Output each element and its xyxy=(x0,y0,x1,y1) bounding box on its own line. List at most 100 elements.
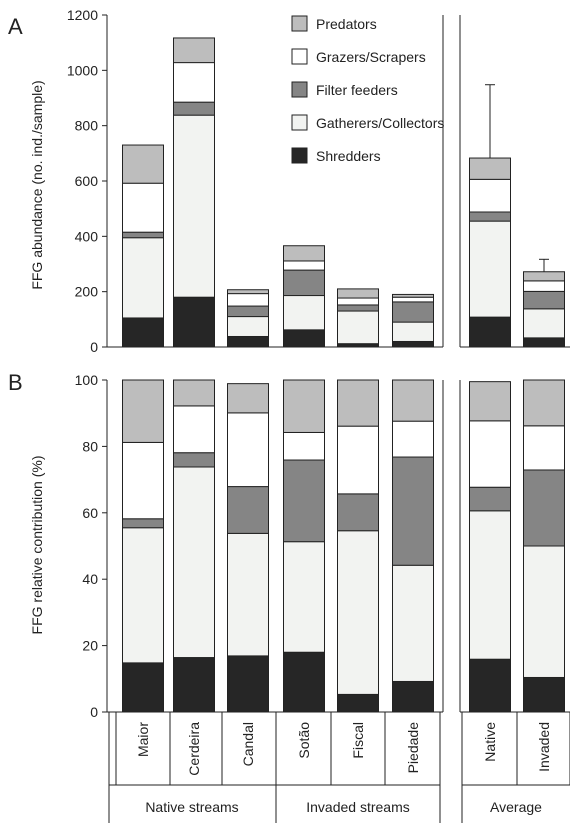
bar-b-candal-grazers-scrapers xyxy=(227,412,269,488)
bar-a-candal-predators xyxy=(227,289,269,295)
bar-b-cerdeira-filter-feeders xyxy=(173,452,215,468)
category-label-maior: Maior xyxy=(135,722,151,757)
bar-b-sot-o-gatherers-collectors xyxy=(283,541,325,653)
bar-b-fiscal-shredders xyxy=(337,693,379,713)
y-tick-label-b: 100 xyxy=(75,372,99,388)
bar-b-sot-o-predators xyxy=(283,379,325,433)
bar-a-piedade-shredders xyxy=(392,340,434,348)
bar-b-native-filter-feeders xyxy=(469,486,511,512)
legend-swatch-gatherers-collectors xyxy=(291,114,308,131)
bar-a-fiscal-predators xyxy=(337,288,379,299)
bar-b-sot-o-shredders xyxy=(283,651,325,713)
bar-a-invaded-predators xyxy=(523,271,565,282)
y-tick-label-a: 400 xyxy=(75,228,99,244)
bar-a-cerdeira-gatherers-collectors xyxy=(173,114,215,298)
legend-swatch-shredders xyxy=(291,147,308,164)
panel-a-plot: 0 200 400 600 800 1000 1200 xyxy=(67,7,570,355)
y-axis-label-a: FFG abundance (no. ind./sample) xyxy=(29,80,45,289)
legend-label-filter-feeders: Filter feeders xyxy=(316,82,398,98)
bar-b-sot-o-filter-feeders xyxy=(283,459,325,543)
bar-b-fiscal-grazers-scrapers xyxy=(337,425,379,495)
y-tick-label-a: 1200 xyxy=(67,7,98,23)
bar-a-native-filter-feeders xyxy=(469,211,511,222)
bar-a-invaded-shredders xyxy=(523,337,565,348)
bar-a-native-predators xyxy=(469,157,511,180)
bar-a-fiscal-gatherers-collectors xyxy=(337,310,379,345)
bar-b-native-grazers-scrapers xyxy=(469,420,511,488)
bar-a-fiscal-grazers-scrapers xyxy=(337,297,379,306)
bar-b-cerdeira-gatherers-collectors xyxy=(173,466,215,659)
bar-a-candal-gatherers-collectors xyxy=(227,316,269,337)
category-label-native: Native xyxy=(482,722,498,762)
bar-b-sot-o-grazers-scrapers xyxy=(283,431,325,461)
y-tick-label-a: 0 xyxy=(90,339,98,355)
category-label-invaded: Invaded xyxy=(536,722,552,772)
legend-swatch-predators xyxy=(291,15,308,32)
bar-a-invaded-grazers-scrapers xyxy=(523,280,565,292)
y-axis-label-b: FFG relative contribution (%) xyxy=(29,456,45,635)
bar-b-candal-filter-feeders xyxy=(227,486,269,534)
bar-b-candal-predators xyxy=(227,383,269,414)
group-label-native-streams: Native streams xyxy=(145,799,238,815)
bar-a-cerdeira-shredders xyxy=(173,296,215,348)
bar-b-fiscal-predators xyxy=(337,379,379,427)
category-label-fiscal: Fiscal xyxy=(350,722,366,759)
y-tick-label-b: 60 xyxy=(82,505,98,521)
legend-label-grazers-scrapers: Grazers/Scrapers xyxy=(316,49,426,65)
bar-a-maior-gatherers-collectors xyxy=(122,237,164,319)
panel-label-a: A xyxy=(8,14,23,39)
bar-b-candal-gatherers-collectors xyxy=(227,532,269,657)
bar-b-native-gatherers-collectors xyxy=(469,510,511,660)
category-label-cerdeira: Cerdeira xyxy=(186,722,202,776)
legend: Predators Grazers/Scrapers Filter feeders G… xyxy=(291,15,444,164)
bar-a-fiscal-filter-feeders xyxy=(337,304,379,312)
bar-a-native-gatherers-collectors xyxy=(469,220,511,318)
bar-a-invaded-gatherers-collectors xyxy=(523,308,565,339)
bar-a-sot-o-shredders xyxy=(283,329,325,348)
bar-b-piedade-predators xyxy=(392,379,434,422)
bar-a-candal-shredders xyxy=(227,335,269,348)
group-label-average: Average xyxy=(490,799,542,815)
bar-a-invaded-filter-feeders xyxy=(523,290,565,310)
bar-b-invaded-gatherers-collectors xyxy=(523,545,565,678)
bar-b-maior-filter-feeders xyxy=(122,518,164,529)
bar-b-candal-shredders xyxy=(227,655,269,713)
panel-label-b: B xyxy=(8,370,23,395)
bar-a-candal-filter-feeders xyxy=(227,305,269,318)
bar-a-cerdeira-filter-feeders xyxy=(173,101,215,116)
bar-b-invaded-grazers-scrapers xyxy=(523,425,565,471)
y-tick-label-b: 80 xyxy=(82,438,98,454)
bar-b-piedade-grazers-scrapers xyxy=(392,420,434,458)
legend-swatch-grazers-scrapers xyxy=(291,48,308,65)
bar-b-native-shredders xyxy=(469,658,511,713)
bar-b-native-predators xyxy=(469,381,511,422)
bar-b-invaded-filter-feeders xyxy=(523,469,565,547)
bar-a-piedade-gatherers-collectors xyxy=(392,321,434,342)
category-label-candal: Candal xyxy=(240,722,256,766)
bar-b-cerdeira-grazers-scrapers xyxy=(173,405,215,454)
bar-b-maior-shredders xyxy=(122,662,164,713)
legend-label-gatherers-collectors: Gatherers/Collectors xyxy=(316,115,444,131)
category-axis: Maior Cerdeira Candal Sotão Fiscal Piedade Nat… xyxy=(108,712,570,823)
y-tick-label-b: 20 xyxy=(82,638,98,654)
y-tick-label-a: 800 xyxy=(75,118,99,134)
bar-b-maior-gatherers-collectors xyxy=(122,527,164,664)
bar-a-native-shredders xyxy=(469,316,511,348)
bar-b-fiscal-gatherers-collectors xyxy=(337,530,379,695)
bar-a-sot-o-grazers-scrapers xyxy=(283,260,325,271)
bar-a-maior-predators xyxy=(122,144,164,184)
bar-a-cerdeira-predators xyxy=(173,37,215,64)
bar-a-piedade-grazers-scrapers xyxy=(392,296,434,303)
bar-b-cerdeira-shredders xyxy=(173,657,215,713)
bar-a-candal-grazers-scrapers xyxy=(227,293,269,307)
y-tick-label-a: 200 xyxy=(75,284,99,300)
legend-swatch-filter-feeders xyxy=(291,81,308,98)
category-label-piedade: Piedade xyxy=(405,722,421,774)
bar-b-invaded-predators xyxy=(523,379,565,427)
bar-a-maior-filter-feeders xyxy=(122,231,164,239)
panel-b-plot: 0 20 40 60 80 100 xyxy=(75,372,570,720)
y-tick-label-b: 0 xyxy=(90,704,98,720)
group-label-invaded-streams: Invaded streams xyxy=(306,799,410,815)
bar-a-sot-o-gatherers-collectors xyxy=(283,295,325,331)
